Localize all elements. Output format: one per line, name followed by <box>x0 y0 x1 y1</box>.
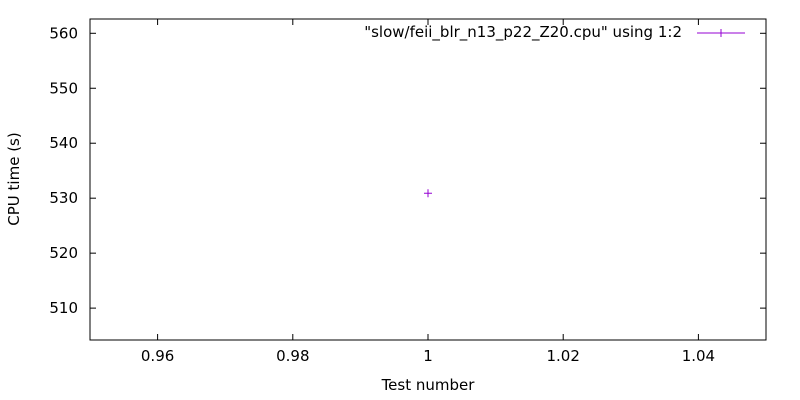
y-tick-label: 520 <box>49 244 78 262</box>
plot-frame <box>89 18 767 341</box>
x-tick-label: 1.04 <box>682 347 715 365</box>
x-tick-label: 0.98 <box>276 347 309 365</box>
data-point <box>424 189 432 198</box>
x-tick-label: 1 <box>423 347 433 365</box>
y-tick-label: 550 <box>49 79 78 97</box>
x-tick-label: 1.02 <box>546 347 579 365</box>
y-axis-ticks: 510 520 530 540 550 560 <box>49 24 766 317</box>
x-axis-label: Test number <box>381 376 476 394</box>
legend-label: "slow/feii_blr_n13_p22_Z20.cpu" using 1:… <box>364 23 682 42</box>
x-axis-ticks: 0.96 0.98 1 1.02 1.04 <box>141 19 715 365</box>
legend-marker <box>717 29 725 37</box>
legend: "slow/feii_blr_n13_p22_Z20.cpu" using 1:… <box>364 23 745 42</box>
x-tick-label: 0.96 <box>141 347 174 365</box>
y-tick-label: 540 <box>49 134 78 152</box>
y-axis-label: CPU time (s) <box>5 132 23 225</box>
y-tick-label: 510 <box>49 299 78 317</box>
y-tick-label: 560 <box>49 24 78 42</box>
data-points <box>424 189 432 198</box>
y-tick-label: 530 <box>49 189 78 207</box>
